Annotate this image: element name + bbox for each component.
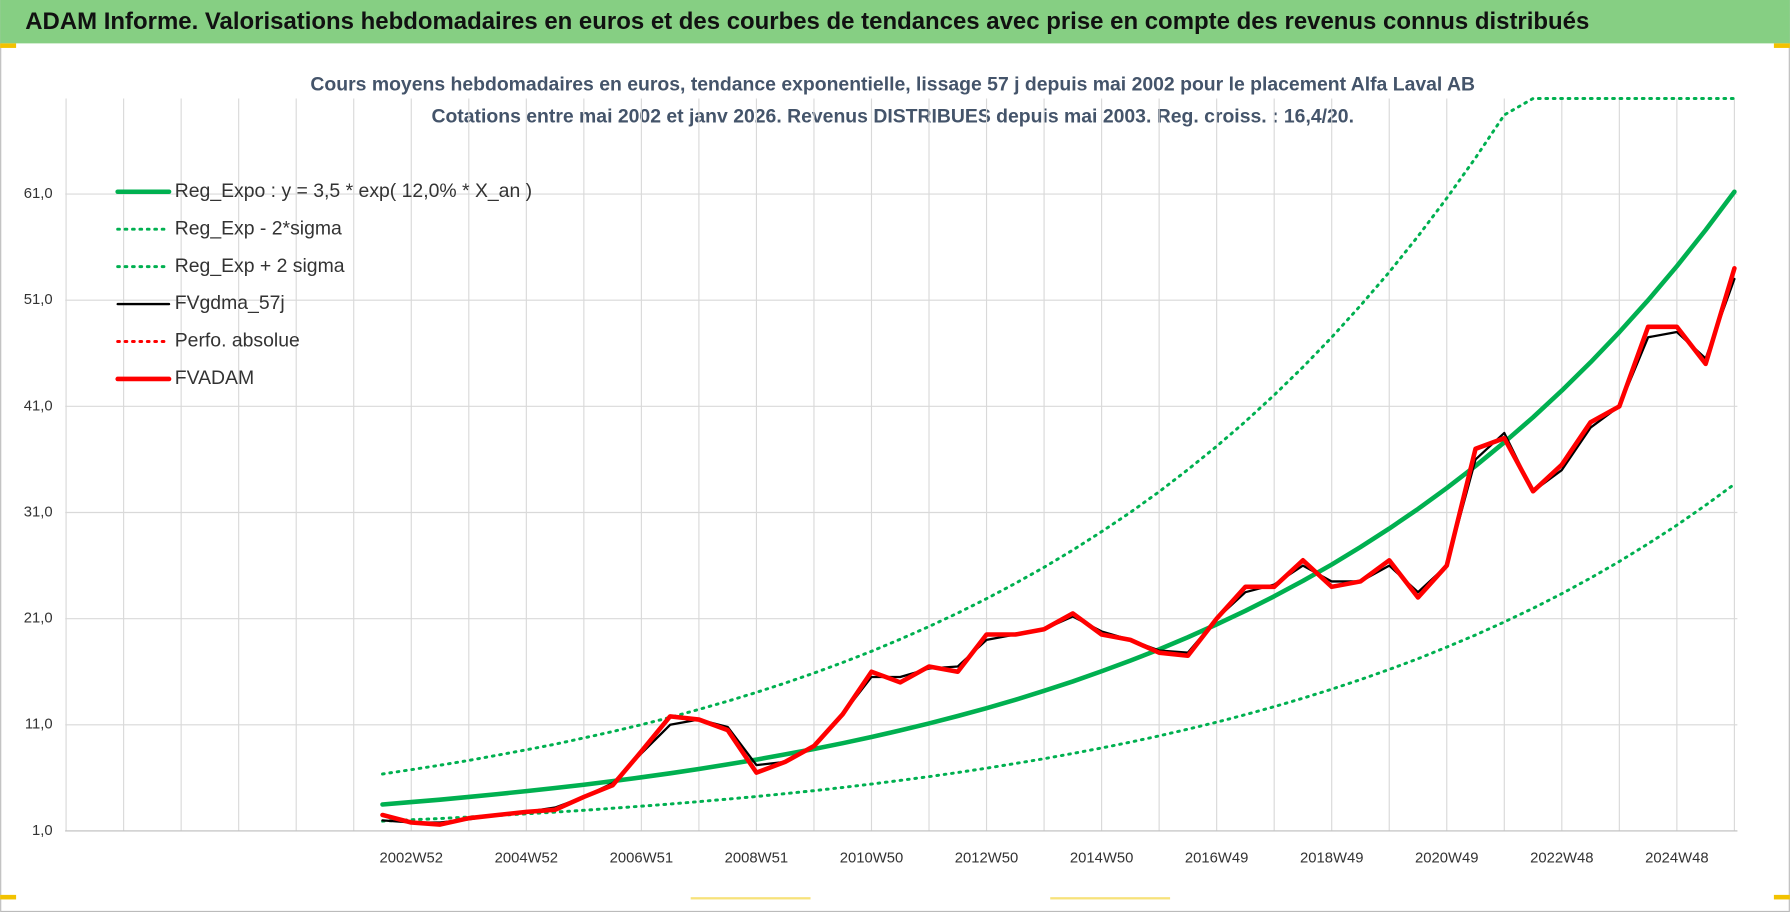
x-tick-label: 2004W52 <box>495 850 558 866</box>
y-tick-label: 61,0 <box>24 186 53 202</box>
legend: Reg_Expo : y = 3,5 * exp( 12,0% * X_an )… <box>115 180 532 389</box>
y-tick-label: 1,0 <box>32 823 53 839</box>
x-tick-label: 2002W52 <box>380 850 443 866</box>
corner-accent <box>0 43 17 48</box>
x-tick-label: 2014W50 <box>1070 850 1133 866</box>
plot <box>380 97 1737 827</box>
x-tick-label: 2008W51 <box>725 850 788 866</box>
legend-label: Reg_Exp + 2 sigma <box>175 255 345 277</box>
y-tick-label: 11,0 <box>25 717 53 733</box>
corner-accent <box>0 894 17 900</box>
x-tick-label: 2010W50 <box>840 850 903 866</box>
corner-accent <box>1773 894 1790 900</box>
accent <box>690 897 811 900</box>
header-title: ADAM Informe. Valorisations hebdomadaire… <box>25 8 1589 35</box>
y-tick-label: 21,0 <box>24 611 53 627</box>
series-line <box>380 189 1737 807</box>
grid: 1,0 11,0 21,0 31,0 41,0 51,0 61,0 2002W52 2004W5… <box>24 98 1738 866</box>
y-tick-label: 41,0 <box>24 398 53 414</box>
x-tick-label: 2016W49 <box>1185 850 1248 866</box>
chart-title: Cours moyens hebdomadaires en euros, ten… <box>310 74 1475 96</box>
x-tick-label: 2012W50 <box>955 850 1018 866</box>
header-bar <box>0 0 1790 44</box>
x-tick-label: 2018W49 <box>1300 850 1363 866</box>
legend-label: FVgdma_57j <box>175 292 285 314</box>
corner-accent <box>1773 43 1790 48</box>
chart-subtitle: Cotations entre mai 2002 et janv 2026. R… <box>431 106 1354 128</box>
y-tick-label: 51,0 <box>24 292 53 308</box>
legend-label: Reg_Expo : y = 3,5 * exp( 12,0% * X_an ) <box>175 180 532 202</box>
accent <box>1050 897 1171 900</box>
series-line <box>380 266 1737 827</box>
y-tick-label: 31,0 <box>24 504 53 520</box>
x-tick-label: 2024W48 <box>1645 850 1708 866</box>
legend-label: FVADAM <box>175 367 254 389</box>
x-tick-label: 2006W51 <box>610 850 673 866</box>
x-tick-label: 2020W49 <box>1415 850 1478 866</box>
legend-label: Perfo. absolue <box>175 330 300 352</box>
legend-label: Reg_Exp - 2*sigma <box>175 217 342 239</box>
x-tick-label: 2022W48 <box>1530 850 1593 866</box>
series-line <box>381 97 1736 776</box>
series-line <box>381 482 1736 823</box>
